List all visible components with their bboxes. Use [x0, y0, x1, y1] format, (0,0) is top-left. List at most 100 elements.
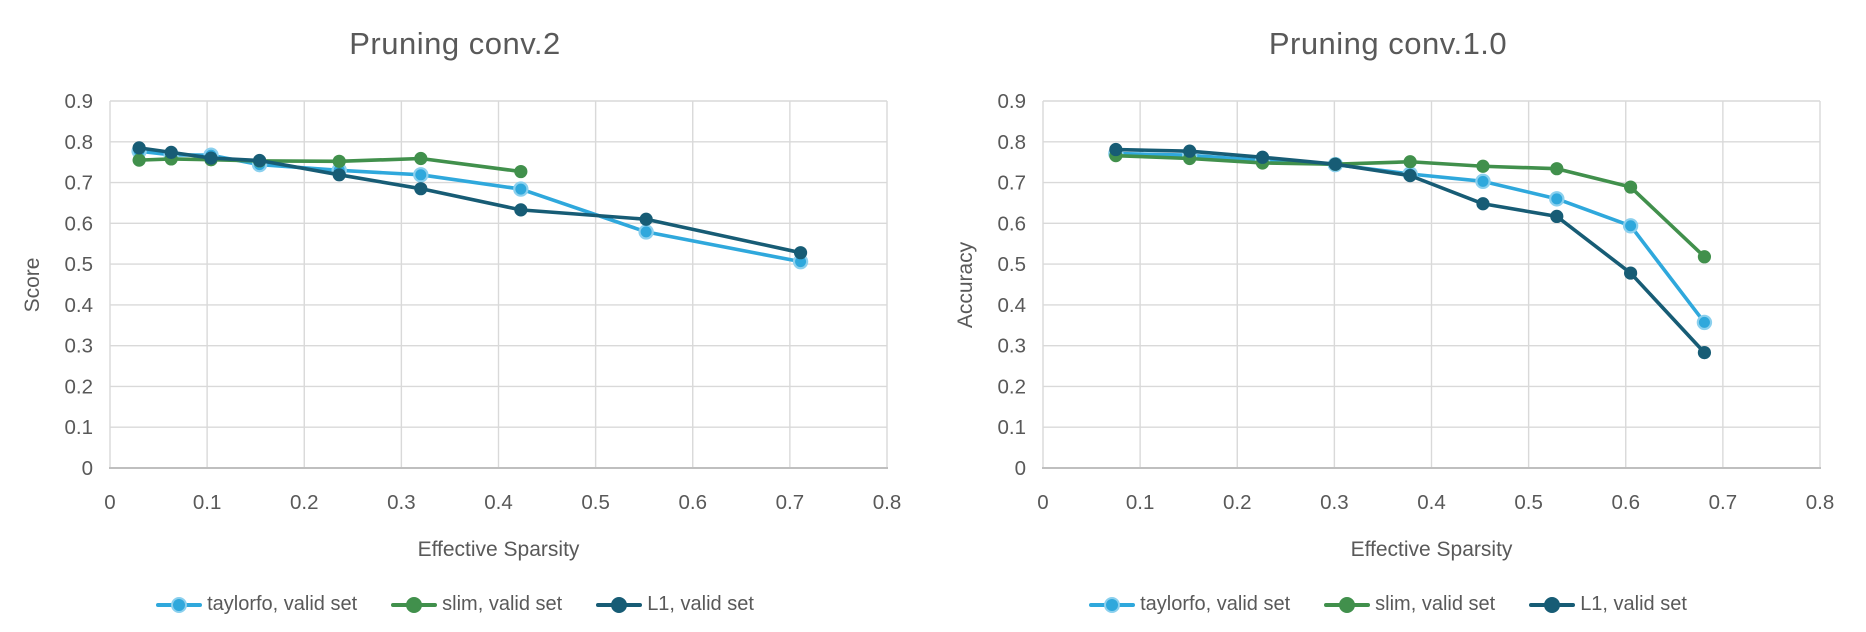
- data-point-marker: [413, 167, 429, 183]
- y-tick-label: 0.8: [998, 131, 1027, 154]
- chart-pruning-conv2: 0 0.1 0.2 0.3 0.4 0.5 0.6 0.7 0.8 0 0.1 0.2 0.3 0.4 0.…: [21, 26, 902, 616]
- chart-pruning-conv1-0: 0 0.1 0.2 0.3 0.4 0.5 0.6 0.7 0.8 0 0.1 0.2 0.3 0.4 0.…: [933, 0, 1866, 632]
- data-point-marker: [1696, 314, 1713, 331]
- data-point-marker: [1475, 173, 1491, 190]
- legend-line-marker-icon: [156, 596, 203, 613]
- y-tick-label: 0.9: [65, 90, 94, 113]
- legend-label: L1, valid set: [1580, 593, 1687, 615]
- legend-line-marker-icon: [1529, 596, 1576, 613]
- x-tick-label: 0.4: [484, 491, 513, 514]
- chart-plot-area: 0 0.1 0.2 0.3 0.4 0.5 0.6 0.7 0.8 0 0.1 0.2 0.3 0.4 0.…: [998, 90, 1835, 514]
- x-tick-label: 0.2: [1223, 491, 1252, 514]
- x-tick-label: 0.3: [1320, 491, 1349, 514]
- x-axis-title: Effective Sparsity: [1350, 538, 1513, 561]
- series-l1-valid-set: [132, 141, 808, 260]
- data-point-marker: [514, 203, 528, 217]
- data-point-marker: [1622, 218, 1639, 234]
- y-tick-label: 0.2: [998, 375, 1027, 398]
- y-axis-title: Score: [21, 257, 44, 313]
- y-tick-label: 0.8: [65, 131, 94, 154]
- legend-item-slim-valid-set: slim, valid set: [1324, 593, 1495, 616]
- legend-label: taylorfo, valid set: [207, 593, 358, 615]
- data-point-marker: [639, 212, 653, 226]
- legend-line-marker-icon: [596, 596, 643, 613]
- y-tick-label: 0: [82, 457, 93, 480]
- data-point-marker: [1109, 142, 1123, 157]
- x-axis-title: Effective Sparsity: [417, 538, 580, 561]
- legend-label: L1, valid set: [647, 593, 754, 615]
- data-point-marker: [1476, 197, 1490, 211]
- legend-dot-icon: [406, 596, 423, 613]
- legend-dot-icon: [1104, 596, 1121, 613]
- y-tick-label: 0.6: [65, 212, 94, 235]
- x-tick-labels: 0 0.1 0.2 0.3 0.4 0.5 0.6 0.7 0.8: [104, 491, 901, 514]
- legend-label: slim, valid set: [442, 593, 563, 615]
- x-tick-label: 0.6: [1612, 491, 1641, 514]
- data-point-marker: [793, 246, 808, 260]
- data-point-marker: [414, 151, 428, 166]
- data-point-marker: [1624, 180, 1638, 194]
- data-point-marker: [414, 182, 428, 196]
- x-tick-label: 0.5: [581, 491, 610, 514]
- chart-title: Pruning conv.2: [349, 26, 561, 61]
- x-tick-label: 0.8: [873, 491, 902, 514]
- legend-item-slim-valid-set: slim, valid set: [391, 593, 562, 616]
- y-tick-label: 0.3: [65, 335, 94, 358]
- x-tick-label: 0.7: [1709, 491, 1738, 514]
- data-point-marker: [513, 181, 529, 197]
- data-point-marker: [1550, 209, 1564, 224]
- data-point-marker: [1328, 157, 1342, 171]
- x-tick-label: 0: [104, 491, 115, 514]
- gridlines: [109, 100, 888, 469]
- x-tick-label: 0.6: [679, 491, 708, 514]
- legend-line-marker-icon: [1089, 596, 1136, 613]
- legend-dot-icon: [171, 596, 188, 613]
- legend: taylorfo, valid set slim, valid set L1, va…: [933, 593, 1843, 616]
- y-tick-label: 0.4: [65, 294, 94, 317]
- data-point-marker: [514, 164, 528, 179]
- y-tick-label: 0.9: [998, 90, 1027, 113]
- data-point-marker: [1624, 266, 1638, 280]
- y-tick-label: 0.7: [998, 172, 1027, 195]
- legend-dot-icon: [1339, 596, 1356, 613]
- data-point-marker: [1549, 191, 1565, 207]
- y-tick-labels: 0 0.1 0.2 0.3 0.4 0.5 0.6 0.7 0.8 0.9: [65, 90, 94, 480]
- legend-label: slim, valid set: [1375, 593, 1496, 615]
- y-tick-label: 0.5: [65, 253, 94, 276]
- series-l1-valid-set: [1109, 142, 1712, 360]
- y-tick-label: 0.1: [998, 416, 1027, 439]
- x-tick-label: 0.1: [193, 491, 222, 514]
- legend-line-marker-icon: [1324, 596, 1371, 613]
- data-point-marker: [204, 151, 218, 165]
- x-tick-label: 0.7: [776, 491, 805, 514]
- chart-title: Pruning conv.1.0: [1268, 26, 1508, 61]
- data-point-marker: [132, 141, 146, 155]
- data-point-marker: [1403, 155, 1417, 169]
- x-tick-label: 0: [1037, 491, 1048, 514]
- y-tick-labels: 0 0.1 0.2 0.3 0.4 0.5 0.6 0.7 0.8 0.9: [998, 90, 1027, 480]
- data-point-marker: [132, 153, 146, 167]
- x-tick-label: 0.4: [1417, 491, 1446, 514]
- x-tick-label: 0.3: [387, 491, 416, 514]
- data-point-marker: [1255, 150, 1270, 164]
- legend-dot-icon: [1544, 596, 1561, 613]
- chart-plot-area: 0 0.1 0.2 0.3 0.4 0.5 0.6 0.7 0.8 0 0.1 0.2 0.3 0.4 0.…: [65, 90, 902, 514]
- y-tick-label: 0.5: [998, 253, 1027, 276]
- data-point-marker: [1550, 162, 1564, 176]
- x-tick-label: 0.5: [1514, 491, 1543, 514]
- y-tick-label: 0.3: [998, 335, 1027, 358]
- y-axis-title: Accuracy: [954, 241, 977, 329]
- y-tick-label: 0.2: [65, 375, 94, 398]
- legend-item-l1-valid-set: L1, valid set: [1529, 593, 1687, 616]
- x-tick-labels: 0 0.1 0.2 0.3 0.4 0.5 0.6 0.7 0.8: [1037, 491, 1834, 514]
- y-tick-label: 0.7: [65, 172, 94, 195]
- x-tick-label: 0.1: [1126, 491, 1155, 514]
- series-line: [137, 149, 803, 264]
- data-point-marker: [1403, 169, 1417, 183]
- data-point-marker: [252, 153, 267, 168]
- data-point-marker: [332, 168, 346, 182]
- data-point-marker: [1697, 250, 1712, 264]
- legend-item-taylorfo-valid-set: taylorfo, valid set: [1089, 593, 1290, 616]
- legend-line-marker-icon: [391, 596, 438, 613]
